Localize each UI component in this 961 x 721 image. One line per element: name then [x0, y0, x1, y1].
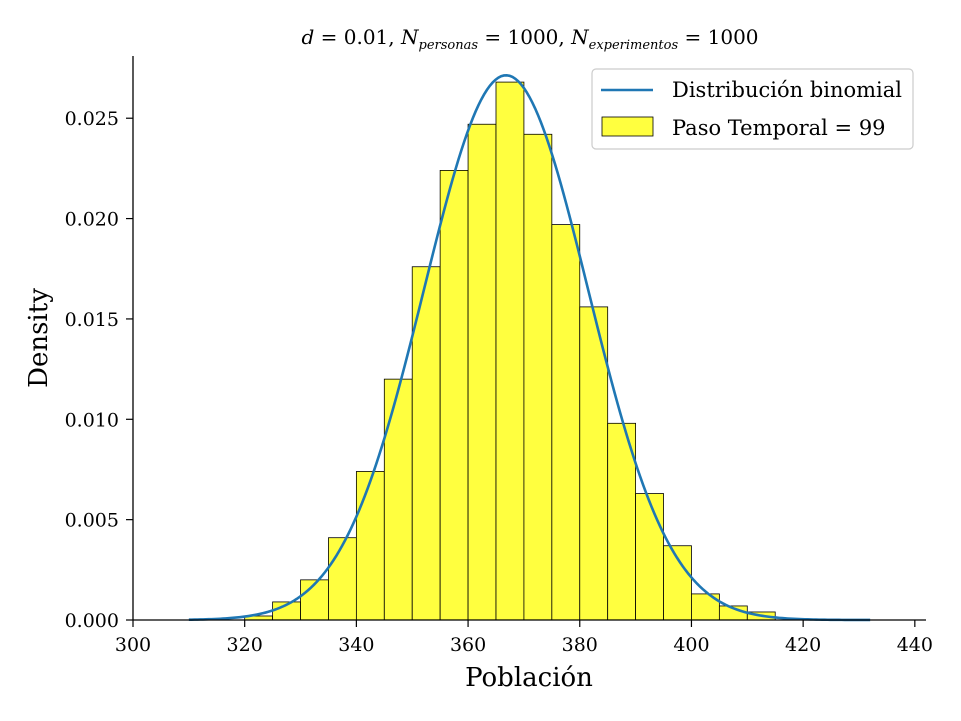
legend-frame — [591, 68, 914, 150]
y-tick-label: 0.025 — [65, 108, 119, 130]
x-tick-label: 440 — [897, 634, 933, 656]
title-d: d — [301, 25, 314, 49]
x-tick-label: 340 — [338, 634, 374, 656]
x-tick-label: 360 — [450, 634, 486, 656]
x-tick-label: 420 — [785, 634, 821, 656]
title-n1-subscript: personas — [419, 38, 479, 53]
title-n2: N — [570, 25, 590, 49]
title-d-value: = 0.01, — [314, 25, 401, 49]
x-tick-label: 400 — [673, 634, 709, 656]
histogram-bar — [355, 471, 385, 621]
y-tick-label: 0.010 — [65, 409, 119, 431]
legend-histogram-label: Paso Temporal = 99 — [672, 116, 886, 140]
histogram-bar — [300, 579, 329, 621]
histogram-bar — [467, 123, 497, 621]
histogram-bar — [495, 81, 525, 621]
title-n2-subscript: experimentos — [589, 38, 679, 53]
legend-curve-label: Distribución binomial — [672, 78, 902, 102]
histogram-bar — [383, 378, 413, 621]
legend-histogram-swatch — [601, 116, 654, 137]
y-tick-label: 0.015 — [65, 309, 119, 331]
histogram-bar — [439, 170, 469, 621]
x-tick-label: 380 — [562, 634, 598, 656]
y-tick-label: 0.000 — [65, 610, 119, 632]
y-ticks: 0.000 0.005 0.010 0.015 0.020 0.025 — [65, 108, 133, 632]
y-tick-label: 0.005 — [65, 510, 119, 532]
x-tick-label: 300 — [115, 634, 151, 656]
title-n1-value: = 1000, — [478, 25, 571, 49]
y-tick-label: 0.020 — [65, 209, 119, 231]
x-axis-label: Población — [465, 663, 593, 693]
x-tick-label: 320 — [227, 634, 263, 656]
chart-title: d = 0.01, Npersonas = 1000, Nexperimento… — [301, 25, 758, 53]
title-n2-value: = 1000 — [678, 25, 758, 49]
histogram-bar — [523, 133, 553, 621]
y-axis-label: Density — [24, 288, 54, 388]
histogram-bar — [551, 224, 581, 621]
histogram-bar — [328, 537, 357, 621]
histogram-bar — [635, 493, 664, 621]
histogram-bars — [244, 81, 776, 621]
x-ticks: 300 320 340 360 380 400 420 440 — [115, 620, 933, 656]
title-n1: N — [400, 25, 420, 49]
binomial-curve — [188, 74, 871, 622]
legend: Distribución binomial Paso Temporal = 99 — [591, 68, 914, 150]
axes — [132, 56, 926, 621]
